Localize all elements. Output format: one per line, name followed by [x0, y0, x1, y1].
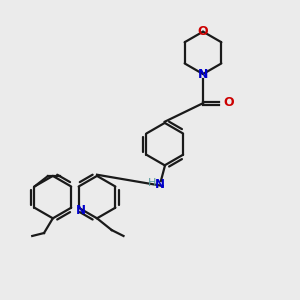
- Text: O: O: [198, 25, 208, 38]
- Text: H: H: [148, 178, 156, 188]
- Text: O: O: [224, 95, 234, 109]
- Text: N: N: [155, 178, 165, 191]
- Text: N: N: [198, 68, 208, 80]
- Text: N: N: [76, 204, 86, 217]
